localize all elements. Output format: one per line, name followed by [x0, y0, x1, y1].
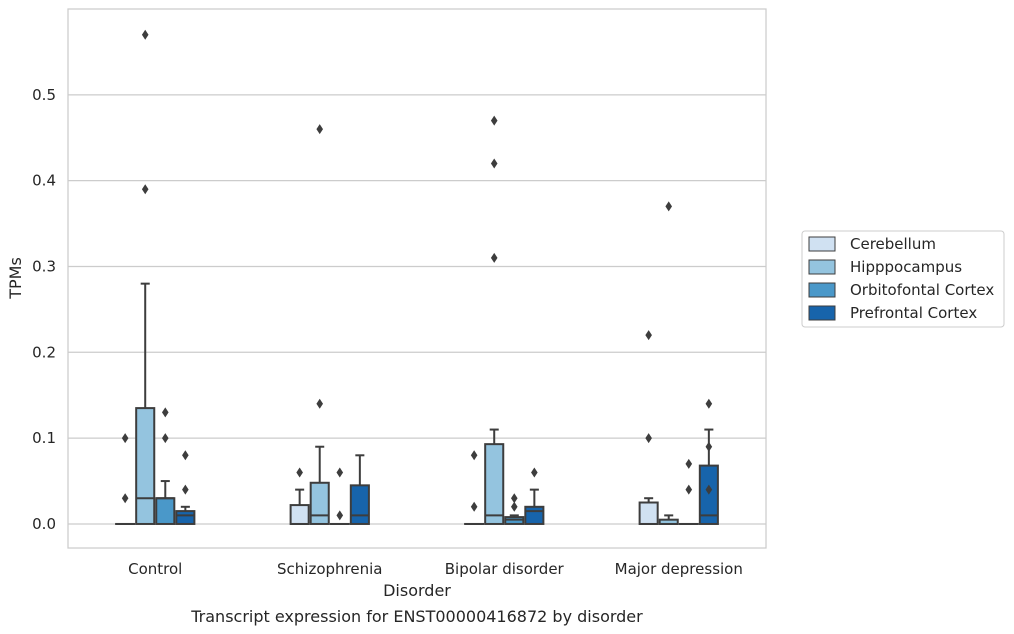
box: [135, 407, 156, 525]
box: [484, 443, 505, 525]
box: [698, 464, 719, 525]
outlier-point: [705, 484, 713, 495]
outlier-point: [182, 484, 189, 495]
outlier-point: [510, 501, 518, 512]
x-tick-label: Bipolar disorder: [445, 560, 565, 578]
legend-swatch: [808, 259, 836, 275]
x-tick-label: Major depression: [615, 560, 743, 578]
outlier-point: [182, 450, 189, 461]
y-tick-label: 0.5: [32, 86, 56, 104]
outlier-point: [316, 398, 324, 409]
box-groups: [115, 29, 719, 525]
box-group: [115, 29, 196, 525]
legend-swatch: [808, 282, 836, 298]
outlier-point: [510, 493, 518, 504]
box: [175, 510, 196, 525]
outlier-point: [705, 441, 713, 452]
box: [289, 504, 310, 525]
outlier-point: [531, 467, 538, 478]
outlier-point: [141, 29, 149, 40]
box: [638, 501, 659, 525]
outlier-point: [121, 493, 129, 504]
outlier-point: [645, 330, 652, 341]
x-tick-labels: Control Schizophrenia Bipolar disorder Majo…: [128, 560, 743, 578]
x-tick-label: Schizophrenia: [277, 560, 382, 578]
y-tick-label: 0.3: [32, 257, 56, 275]
box: [155, 497, 176, 525]
chart-caption: Transcript expression for ENST0000041687…: [190, 607, 643, 626]
plot-frame: [67, 8, 767, 549]
legend-label: Hipppocampus: [850, 258, 962, 276]
outlier-point: [665, 201, 673, 212]
y-axis-label: TPMs: [6, 257, 25, 300]
y-tick-label: 0.4: [32, 172, 56, 190]
outlier-point: [141, 184, 149, 195]
legend-item: Hipppocampus: [808, 258, 962, 276]
outlier-point: [470, 501, 478, 512]
y-tick-label: 0.0: [32, 515, 56, 533]
outlier-point: [705, 398, 713, 409]
legend-label: Orbitofontal Cortex: [850, 281, 994, 299]
legend-item: Orbitofontal Cortex: [808, 281, 994, 299]
legend-item: Prefrontal Cortex: [808, 304, 977, 322]
box: [524, 505, 545, 525]
outlier-point: [490, 252, 498, 263]
outlier-point: [685, 484, 693, 495]
legend-swatch: [808, 236, 836, 252]
box-group: [464, 115, 545, 525]
legend: Cerebellum Hipppocampus Orbitofontal Corte…: [801, 230, 1005, 328]
outlier-point: [316, 124, 324, 135]
x-axis-label: Disorder: [383, 581, 451, 600]
outlier-point: [470, 450, 478, 461]
outlier-point: [161, 407, 169, 418]
legend-frame: [801, 230, 1005, 328]
outlier-point: [490, 115, 498, 126]
x-tick-label: Control: [128, 560, 182, 578]
legend-label: Cerebellum: [850, 235, 936, 253]
box: [349, 484, 370, 525]
outlier-point: [296, 467, 303, 478]
grid-lines: [68, 94, 766, 525]
legend-label: Prefrontal Cortex: [850, 304, 977, 322]
outlier-point: [121, 433, 129, 444]
y-tick-label: 0.1: [32, 429, 56, 447]
box-group: [289, 124, 370, 525]
legend-item: Cerebellum: [808, 235, 936, 253]
outlier-point: [685, 458, 693, 469]
legend-swatch: [808, 305, 836, 321]
outlier-point: [336, 467, 344, 478]
y-tick-label: 0.2: [32, 343, 56, 361]
box-group: [638, 201, 719, 525]
outlier-point: [490, 158, 498, 169]
y-tick-labels: 0.0 0.1 0.2 0.3 0.4 0.5: [32, 86, 56, 533]
box: [309, 481, 330, 525]
outlier-point: [336, 510, 344, 521]
outlier-point: [161, 433, 169, 444]
outlier-point: [645, 433, 652, 444]
